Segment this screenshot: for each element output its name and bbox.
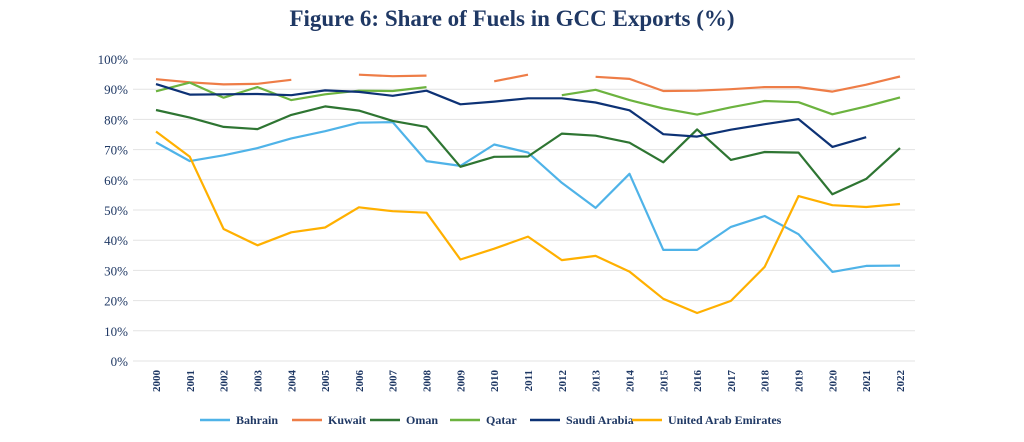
x-tick-label: 2019 — [794, 370, 806, 393]
y-tick-label: 100% — [98, 52, 129, 67]
y-tick-label: 90% — [104, 82, 128, 97]
x-tick-label: 2012 — [557, 370, 569, 393]
x-tick-label: 2008 — [422, 370, 434, 393]
x-tick-label: 2017 — [726, 370, 738, 393]
x-tick-label: 2015 — [658, 370, 670, 393]
series-line-united-arab-emirates — [155, 130, 901, 315]
y-tick-label: 50% — [104, 203, 128, 218]
x-tick-label: 2018 — [760, 370, 772, 393]
x-tick-label: 2009 — [455, 370, 467, 393]
series-line-saudi-arabia — [155, 83, 867, 148]
y-tick-label: 0% — [111, 354, 129, 369]
series-line-oman — [155, 105, 901, 196]
x-tick-label: 2005 — [320, 370, 332, 393]
legend-label: Oman — [406, 413, 438, 427]
x-tick-label: 2010 — [489, 370, 501, 393]
series-line-kuwait — [155, 73, 901, 93]
x-tick-label: 2011 — [523, 370, 535, 391]
x-tick-label: 2022 — [895, 370, 907, 393]
legend-label: Saudi Arabia — [566, 413, 634, 427]
x-tick-label: 2007 — [388, 370, 400, 393]
chart-title: Figure 6: Share of Fuels in GCC Exports … — [289, 6, 735, 31]
series-line-qatar — [155, 81, 901, 116]
y-tick-label: 30% — [104, 263, 128, 278]
legend-label: Qatar — [486, 413, 517, 427]
x-tick-label: 2020 — [827, 370, 839, 393]
y-tick-label: 10% — [104, 324, 128, 339]
x-tick-label: 2003 — [252, 370, 264, 393]
x-tick-label: 2021 — [861, 370, 873, 392]
y-tick-label: 20% — [104, 294, 128, 309]
x-tick-label: 2016 — [692, 370, 704, 393]
y-tick-label: 70% — [104, 143, 128, 158]
y-tick-label: 60% — [104, 173, 128, 188]
x-tick-label: 2001 — [185, 370, 197, 392]
y-tick-label: 80% — [104, 112, 128, 127]
legend-label: Kuwait — [328, 413, 366, 427]
series-line-bahrain — [155, 121, 901, 273]
x-tick-label: 2002 — [219, 370, 231, 393]
legend-label: Bahrain — [236, 413, 278, 427]
x-tick-label: 2013 — [591, 370, 603, 393]
legend-label: United Arab Emirates — [668, 413, 782, 427]
y-tick-label: 40% — [104, 233, 128, 248]
x-tick-label: 2014 — [624, 370, 636, 393]
x-tick-label: 2006 — [354, 370, 366, 393]
x-tick-label: 2004 — [286, 370, 298, 393]
x-tick-label: 2000 — [151, 370, 163, 393]
